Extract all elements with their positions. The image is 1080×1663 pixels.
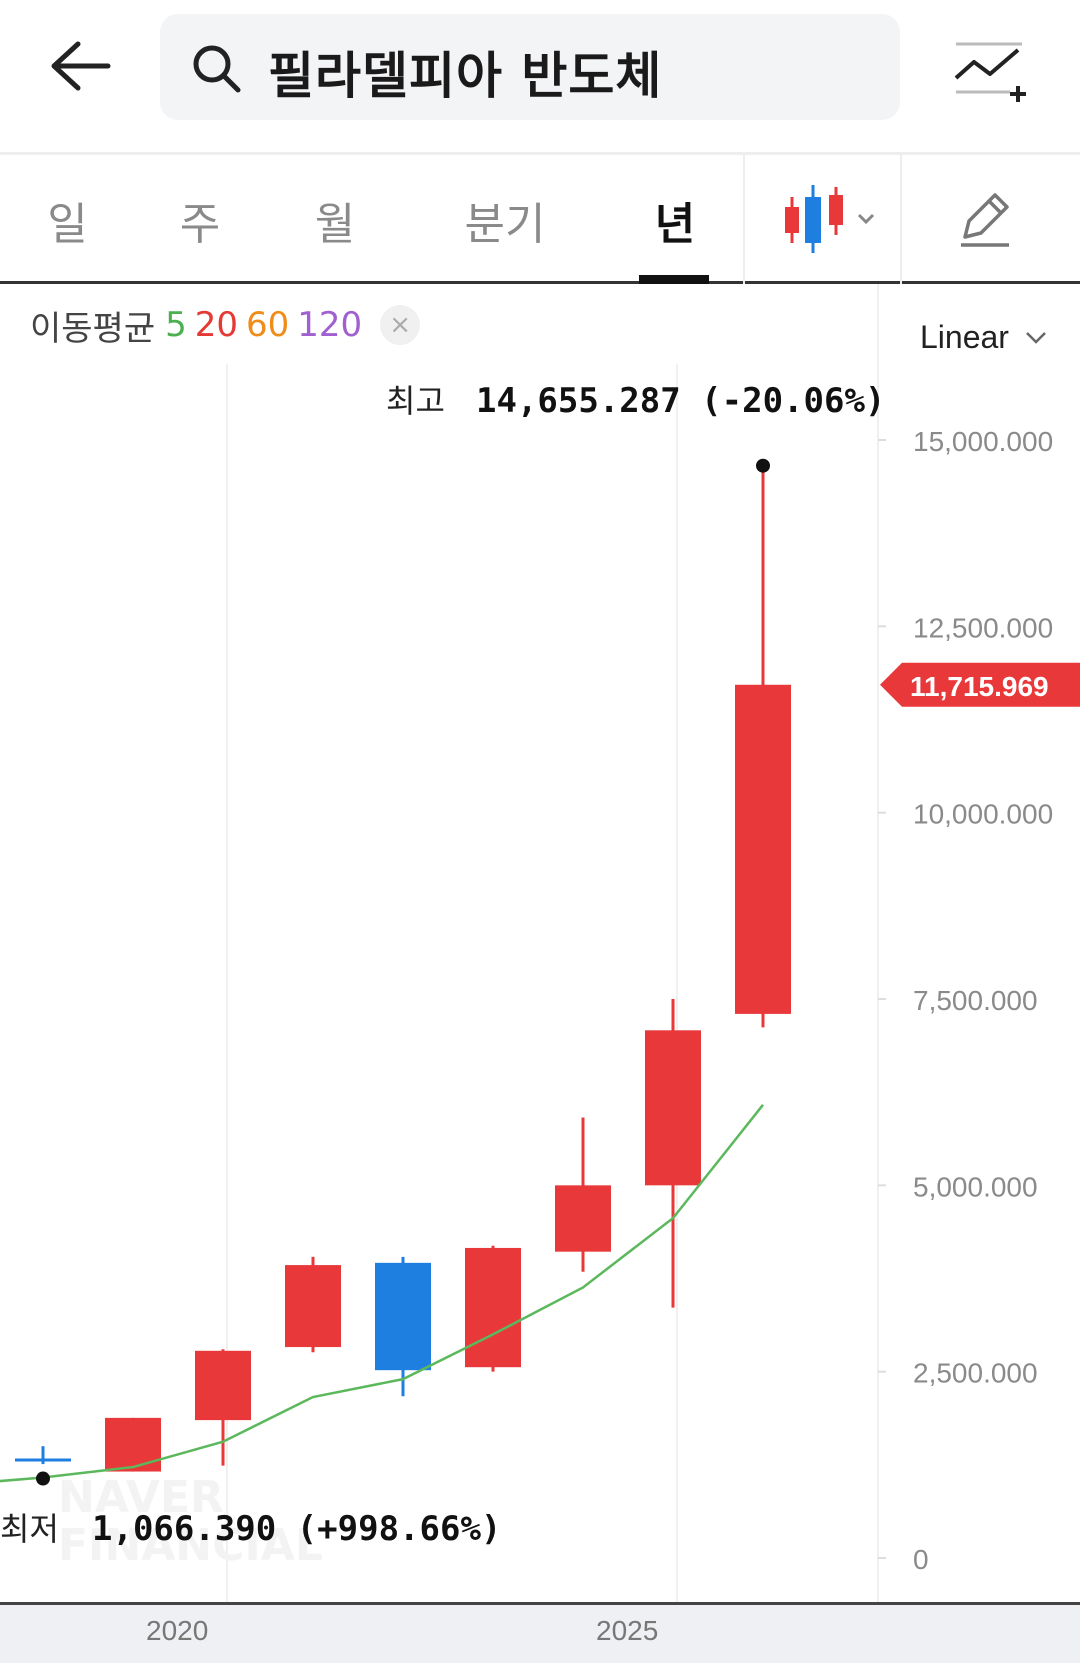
tab-quarterly[interactable]: 분기: [464, 198, 546, 250]
current-price-badge: [880, 662, 1080, 707]
y-tick-label: 0: [913, 1544, 929, 1575]
ma-period-20: 20: [194, 305, 239, 345]
candle-body: [15, 1458, 71, 1462]
ma5-line: [0, 1104, 764, 1483]
back-button[interactable]: [40, 30, 120, 102]
tab-weekly[interactable]: 주: [179, 198, 221, 250]
current-price-label: 11,715.969: [910, 671, 1049, 702]
candle-body: [645, 1030, 701, 1186]
candle-body: [285, 1265, 341, 1348]
tab-daily[interactable]: 일: [47, 198, 88, 250]
ma-label: 이동평균: [30, 308, 156, 349]
active-tab-indicator: [639, 275, 709, 284]
watermark-text: FINANCIAL: [58, 1520, 323, 1571]
moving-average-legend: 이동평균 5 20 60 120 ×: [30, 300, 428, 350]
x-axis: 2020 2025: [0, 1602, 1080, 1663]
watermark-text: NAVER: [58, 1472, 224, 1523]
low-value: 1,066.390 (+998.66%): [92, 1509, 501, 1549]
y-tick-label: 5,000.000: [913, 1171, 1038, 1202]
candle-body: [375, 1262, 431, 1371]
price-chart[interactable]: NAVER FINANCIAL 15,000.000 12,500.000 10,000…: [0, 284, 1080, 1604]
drawing-tool-button[interactable]: [905, 155, 1080, 284]
low-label: 최저: [0, 1510, 59, 1548]
y-tick-label: 15,000.000: [913, 426, 1053, 457]
add-indicator-button[interactable]: [950, 34, 1030, 106]
scale-label: Linear: [920, 318, 1009, 355]
candle-body: [555, 1185, 611, 1252]
y-tick-label: 2,500.000: [913, 1358, 1038, 1389]
high-label: 최고: [386, 382, 445, 420]
close-icon[interactable]: ×: [380, 305, 421, 345]
y-tick-label: 7,500.000: [913, 985, 1038, 1016]
candle-body: [105, 1417, 161, 1472]
x-tick-label: 2020: [146, 1615, 209, 1646]
search-icon: [193, 45, 241, 93]
chart-type-button[interactable]: [745, 155, 900, 284]
scale-selector[interactable]: Linear: [920, 312, 1053, 362]
search-query: 필라델피아 반도체: [268, 47, 663, 105]
x-tick-label: 2025: [596, 1615, 659, 1646]
ma-period-60: 60: [246, 305, 290, 345]
low-marker: [36, 1471, 50, 1486]
pencil-icon: [961, 193, 1009, 247]
high-value: 14,655.287 (-20.06%): [476, 381, 885, 421]
search-box[interactable]: 필라델피아 반도체: [160, 14, 900, 120]
tab-yearly[interactable]: 년: [654, 198, 696, 250]
back-arrow-icon: [51, 41, 111, 91]
tab-monthly[interactable]: 월: [314, 198, 356, 250]
tab-divider: [743, 155, 745, 284]
ma-period-5: 5: [165, 305, 187, 345]
candlestick-icon: [785, 185, 875, 253]
y-tick-label: 12,500.000: [913, 612, 1053, 643]
tab-divider: [900, 155, 902, 284]
candle-body: [735, 684, 791, 1014]
ma-period-120: 120: [297, 305, 363, 345]
chart-add-icon: [954, 42, 1026, 102]
candle-body: [195, 1350, 251, 1421]
top-bar: 필라델피아 반도체: [0, 0, 1080, 152]
chevron-down-icon: [1026, 332, 1046, 344]
period-tab-bar: 일 주 월 분기 년: [0, 152, 1080, 284]
high-marker: [756, 458, 770, 473]
candle-body: [465, 1247, 521, 1368]
y-tick-label: 10,000.000: [913, 799, 1053, 830]
